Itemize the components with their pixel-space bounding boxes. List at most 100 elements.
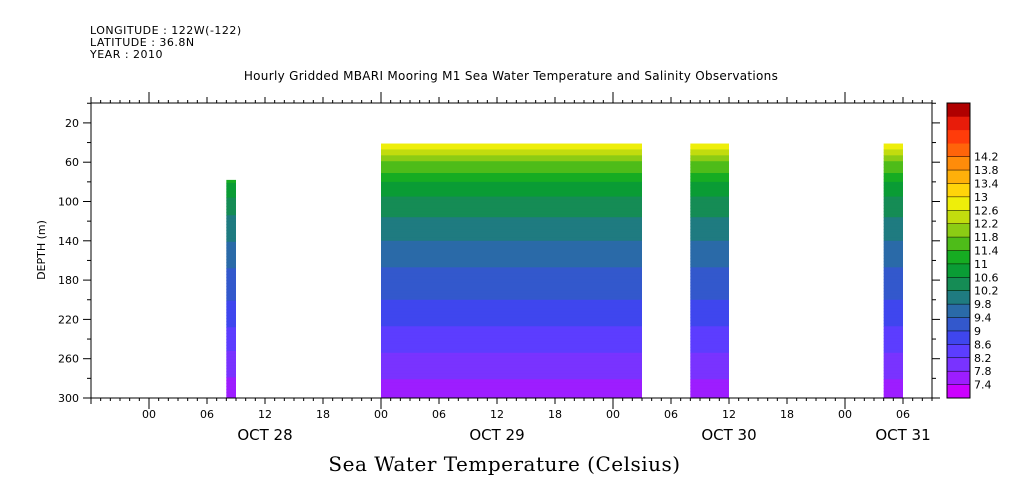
temperature-band (226, 347, 236, 352)
temperature-band (381, 152, 642, 156)
temperature-band (883, 261, 903, 265)
temperature-band (883, 237, 903, 242)
temperature-band (226, 300, 236, 305)
temperature-band (226, 238, 236, 243)
temperature-band (690, 329, 729, 333)
temperature-band (226, 227, 236, 231)
temperature-band (381, 311, 642, 316)
temperature-band (690, 293, 729, 298)
temperature-band (690, 161, 729, 165)
colorbar-swatch (947, 344, 970, 359)
temperature-band (226, 218, 236, 222)
colorbar-swatch (947, 371, 970, 385)
temperature-band (226, 259, 236, 264)
temperature-band (690, 311, 729, 316)
temperature-band (226, 330, 236, 334)
temperature-band (381, 279, 642, 283)
temperature-band (690, 267, 729, 271)
temperature-band (381, 173, 642, 177)
temperature-band (381, 391, 642, 395)
colorbar-swatch (947, 263, 970, 278)
y-tick-label: 100 (58, 196, 79, 209)
x-tick-label: 12 (258, 408, 272, 421)
temperature-band (690, 388, 729, 392)
temperature-band (883, 193, 903, 198)
temperature-band (226, 232, 236, 237)
temperature-band (226, 274, 236, 278)
temperature-band (690, 146, 729, 151)
temperature-band (690, 287, 729, 292)
colorbar-level-label: 10.6 (974, 271, 999, 284)
temperature-band (883, 226, 903, 230)
data-segment (381, 143, 642, 398)
temperature-band (690, 279, 729, 283)
temperature-band (690, 370, 729, 375)
temperature-band (690, 243, 729, 248)
x-tick-label: 06 (664, 408, 678, 421)
x-tick-label: 18 (548, 408, 562, 421)
temperature-band (381, 181, 642, 186)
temperature-band (226, 377, 236, 381)
axis-ticks (83, 92, 940, 409)
temperature-band (690, 237, 729, 242)
temperature-band (883, 199, 903, 204)
temperature-band (883, 305, 903, 310)
temperature-band (883, 217, 903, 221)
x-tick-label: 12 (490, 408, 504, 421)
temperature-band (226, 265, 236, 269)
temperature-band (226, 395, 236, 398)
temperature-band (226, 194, 236, 199)
temperature-band (690, 373, 729, 377)
temperature-band (883, 317, 903, 321)
temperature-band (883, 358, 903, 363)
temperature-band (690, 164, 729, 168)
x-tick-label: 18 (316, 408, 330, 421)
temperature-band (381, 302, 642, 307)
temperature-band (226, 221, 236, 225)
temperature-band (690, 343, 729, 348)
temperature-band (690, 264, 729, 268)
temperature-band (226, 235, 236, 240)
temperature-band (883, 164, 903, 168)
temperature-band (883, 249, 903, 254)
y-tick-label: 220 (58, 313, 79, 326)
temperature-band (690, 202, 729, 207)
temperature-band (883, 302, 903, 307)
temperature-band (883, 223, 903, 227)
temperature-band (381, 161, 642, 165)
temperature-band (883, 264, 903, 268)
colorbar-swatch (947, 210, 970, 224)
temperature-band (690, 285, 729, 289)
colorbar-swatch (947, 304, 970, 318)
temperature-band (381, 267, 642, 271)
temperature-band (883, 190, 903, 195)
temperature-band (690, 391, 729, 395)
temperature-band (690, 326, 729, 330)
temperature-band (381, 373, 642, 377)
data-segment (226, 179, 236, 398)
temperature-band (381, 231, 642, 236)
colorbar-title: Sea Water Temperature (Celsius) (328, 452, 681, 476)
temperature-band (690, 170, 729, 174)
temperature-band (381, 394, 642, 398)
chart-title: Hourly Gridded MBARI Mooring M1 Sea Wate… (243, 69, 779, 83)
temperature-band (226, 365, 236, 370)
temperature-band (690, 214, 729, 218)
temperature-band (381, 190, 642, 195)
temperature-band (690, 187, 729, 192)
temperature-band (381, 143, 642, 148)
colorbar-level-label: 13.8 (974, 164, 999, 177)
temperature-band (381, 329, 642, 333)
temperature-band (226, 209, 236, 213)
temperature-band (690, 217, 729, 221)
temperature-band (226, 374, 236, 378)
temperature-band (883, 367, 903, 372)
temperature-band (883, 211, 903, 215)
year-label: YEAR : 2010 (90, 48, 164, 61)
colorbar-swatch (947, 384, 970, 399)
x-tick-label: 06 (200, 408, 214, 421)
colorbar-level-label: 11.8 (974, 231, 999, 244)
colorbar-swatch (947, 237, 970, 251)
temperature-band (690, 181, 729, 186)
temperature-band (226, 212, 236, 216)
